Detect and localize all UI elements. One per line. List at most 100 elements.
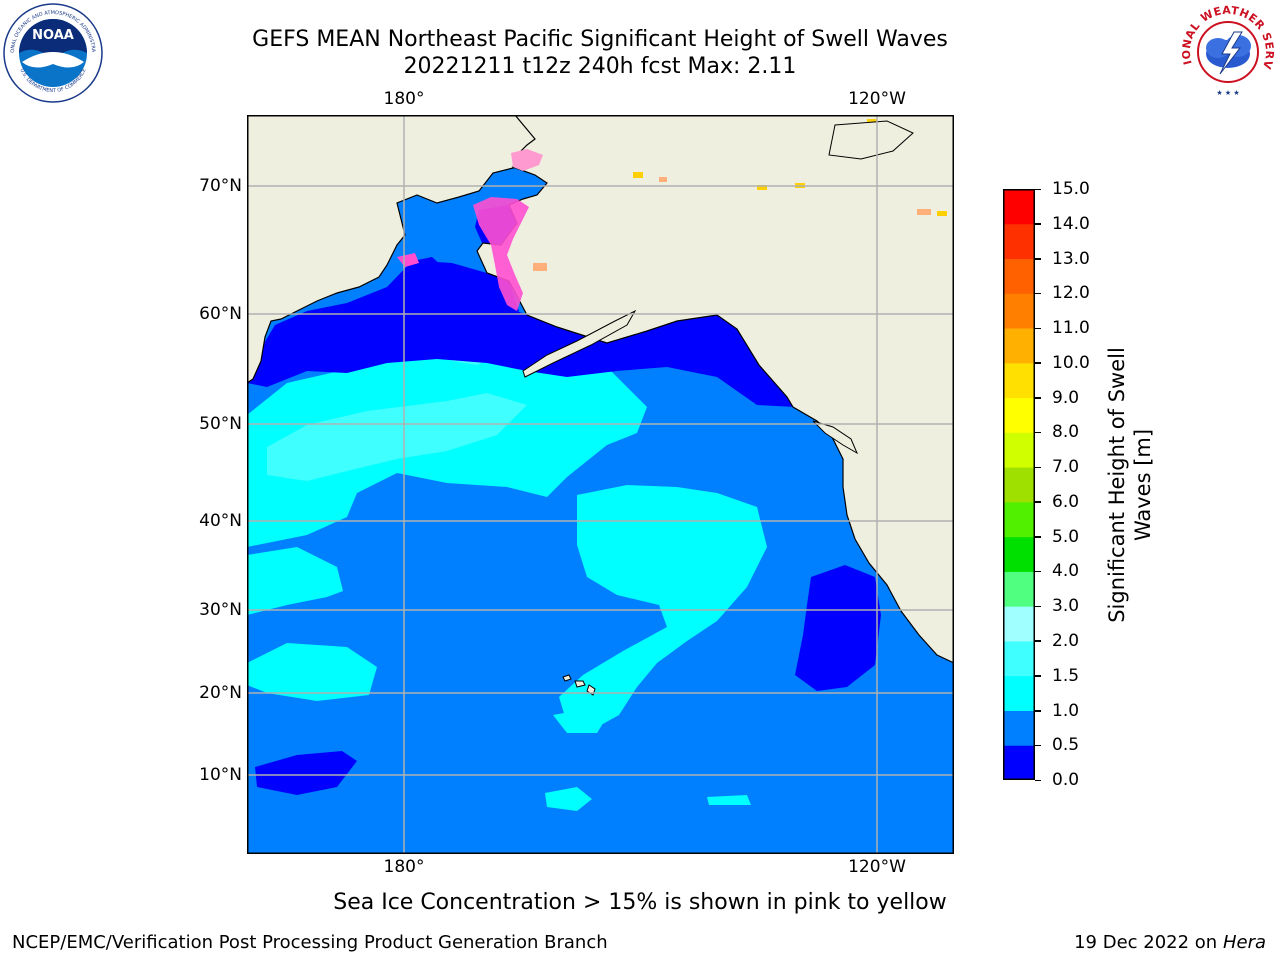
coastline-vancouver <box>812 420 859 455</box>
lat-label-30n: 30°N <box>199 600 242 620</box>
colorbar-tick-label: 2.0 <box>1052 630 1080 651</box>
map-border <box>247 115 954 854</box>
swell-height-map <box>247 115 954 854</box>
colorbar-swatch <box>1003 467 1035 503</box>
colorbar-tick-mark <box>1035 466 1041 469</box>
colorbar-tick-label: 8.0 <box>1052 422 1080 443</box>
colorbar-tick-mark <box>1035 640 1041 642</box>
colorbar-swatch <box>1003 606 1035 642</box>
swell-band-0-0.5m-gulf <box>247 257 795 407</box>
nws-stars-icon: ★ ★ ★ <box>1216 89 1239 97</box>
swell-band-0-0.5m-west <box>255 751 357 795</box>
colorbar-tick-mark <box>1035 292 1041 295</box>
colorbar-swatch <box>1003 536 1035 572</box>
colorbar-swatch <box>1003 745 1035 780</box>
colorbar-swatch <box>1003 675 1035 711</box>
lat-label-60n: 60°N <box>199 304 242 324</box>
colorbar-swatch <box>1003 223 1035 260</box>
lon-label-top-120w: 120°W <box>848 89 906 109</box>
swell-band-1-1.5m-small <box>707 795 751 805</box>
swell-band-1-1.5m-south <box>247 643 377 701</box>
coastline-alaska-peninsula <box>522 309 637 378</box>
hawaii-islands <box>562 674 596 696</box>
colorbar-tick-label: 15.0 <box>1052 179 1090 199</box>
colorbar-tick-mark <box>1035 397 1041 399</box>
colorbar-tick-label: 5.0 <box>1052 526 1080 547</box>
swell-band-0-0.5m-baja <box>795 565 881 691</box>
colorbar-tick-label: 1.0 <box>1052 700 1080 721</box>
chart-title: GEFS MEAN Northeast Pacific Significant … <box>252 27 948 52</box>
colorbar-tick-mark <box>1035 675 1041 677</box>
lon-label-top-180: 180° <box>383 89 425 109</box>
colorbar-swatch <box>1003 362 1035 399</box>
lat-label-50n: 50°N <box>199 414 242 434</box>
colorbar-tick-label: 10.0 <box>1052 352 1090 373</box>
noaa-logo-text: NOAA <box>32 28 74 43</box>
swell-band-1-1.5m-subtropic <box>553 709 607 733</box>
sea-ice-yellow-patch-1 <box>633 172 643 178</box>
colorbar-swatch <box>1003 189 1035 225</box>
lon-label-bottom-180: 180° <box>383 857 425 877</box>
colorbar-swatch <box>1003 710 1035 746</box>
lon-label-bottom-120w: 120°W <box>848 857 906 877</box>
colorbar-tick-mark <box>1035 779 1041 781</box>
colorbar-tick-mark <box>1035 710 1041 712</box>
sea-ice-beaufort <box>511 149 543 171</box>
chart-subtitle: 20221211 t12z 240h fcst Max: 2.11 <box>403 54 797 79</box>
sea-ice-bering-west <box>397 253 419 267</box>
colorbar-tick-label: 13.0 <box>1052 248 1090 269</box>
colorbar-tick-mark <box>1035 536 1041 538</box>
lat-label-70n: 70°N <box>199 176 242 196</box>
colorbar-label-line1: Significant Height of Swell <box>1105 347 1129 623</box>
swell-band-1-1.5m-far-south <box>545 787 592 811</box>
swell-band-1-1.5m-west <box>247 547 343 615</box>
colorbar-border <box>1003 189 1035 780</box>
land-siberia <box>247 115 548 384</box>
branch-credit: NCEP/EMC/Verification Post Processing Pr… <box>12 932 608 953</box>
colorbar-tick-mark <box>1035 327 1041 330</box>
colorbar-tick-mark <box>1035 362 1041 364</box>
sea-ice-yellow-patch-3 <box>757 185 767 190</box>
colorbar-tick-mark <box>1035 744 1041 747</box>
colorbar-swatch <box>1003 258 1035 294</box>
colorbar-tick-mark <box>1035 501 1041 503</box>
date-host: 19 Dec 2022 on Hera <box>1074 932 1266 953</box>
colorbar-tick-mark <box>1035 188 1041 190</box>
lat-label-20n: 20°N <box>199 683 242 703</box>
colorbar-tick-label: 1.5 <box>1052 665 1080 686</box>
colorbar-label-line2: Waves [m] <box>1131 428 1155 542</box>
colorbar-tick-label: 6.0 <box>1052 491 1080 512</box>
coastline-canadian-archipelago <box>828 120 914 160</box>
noaa-logo: NOAA NATIONAL OCEANIC AND ATMOSPHERIC AD… <box>2 2 103 103</box>
sea-ice-yellow-patch-5 <box>917 209 931 215</box>
colorbar-swatch <box>1003 501 1035 538</box>
colorbar-swatch <box>1003 293 1035 329</box>
colorbar-tick-label: 11.0 <box>1052 318 1090 339</box>
colorbar-tick-label: 12.0 <box>1052 283 1090 304</box>
colorbar-swatch <box>1003 328 1035 364</box>
map-gridlines <box>247 115 954 854</box>
colorbar-tick-label: 3.0 <box>1052 596 1080 617</box>
colorbar-swatch <box>1003 397 1035 433</box>
sea-ice-yellow-patch-2 <box>659 177 667 182</box>
colorbar-tick-mark <box>1035 431 1041 434</box>
swell-band-1.5-2m <box>267 393 527 481</box>
host-name: Hera <box>1222 932 1266 953</box>
colorbar-swatch <box>1003 432 1035 468</box>
colorbar <box>1003 189 1035 780</box>
swell-band-0-0.5m-bering <box>407 260 519 321</box>
colorbar-tick-mark <box>1035 570 1041 573</box>
colorbar-tick-label: 4.0 <box>1052 561 1080 582</box>
colorbar-tick-label: 7.0 <box>1052 457 1080 478</box>
colorbar-tick-mark <box>1035 605 1041 608</box>
sea-ice-yellow-patch-7 <box>867 119 877 123</box>
colorbar-tick-label: 14.0 <box>1052 213 1090 234</box>
sea-ice-footnote: Sea Ice Concentration > 15% is shown in … <box>333 890 947 915</box>
sea-ice-orange-patch <box>533 263 547 271</box>
colorbar-tick-label: 9.0 <box>1052 387 1080 408</box>
lat-label-10n: 10°N <box>199 765 242 785</box>
colorbar-tick-label: 0.5 <box>1052 735 1080 756</box>
swell-band-1-1.5m-central <box>559 485 767 730</box>
colorbar-swatch <box>1003 571 1035 607</box>
colorbar-tick-label: 0.0 <box>1052 770 1080 790</box>
